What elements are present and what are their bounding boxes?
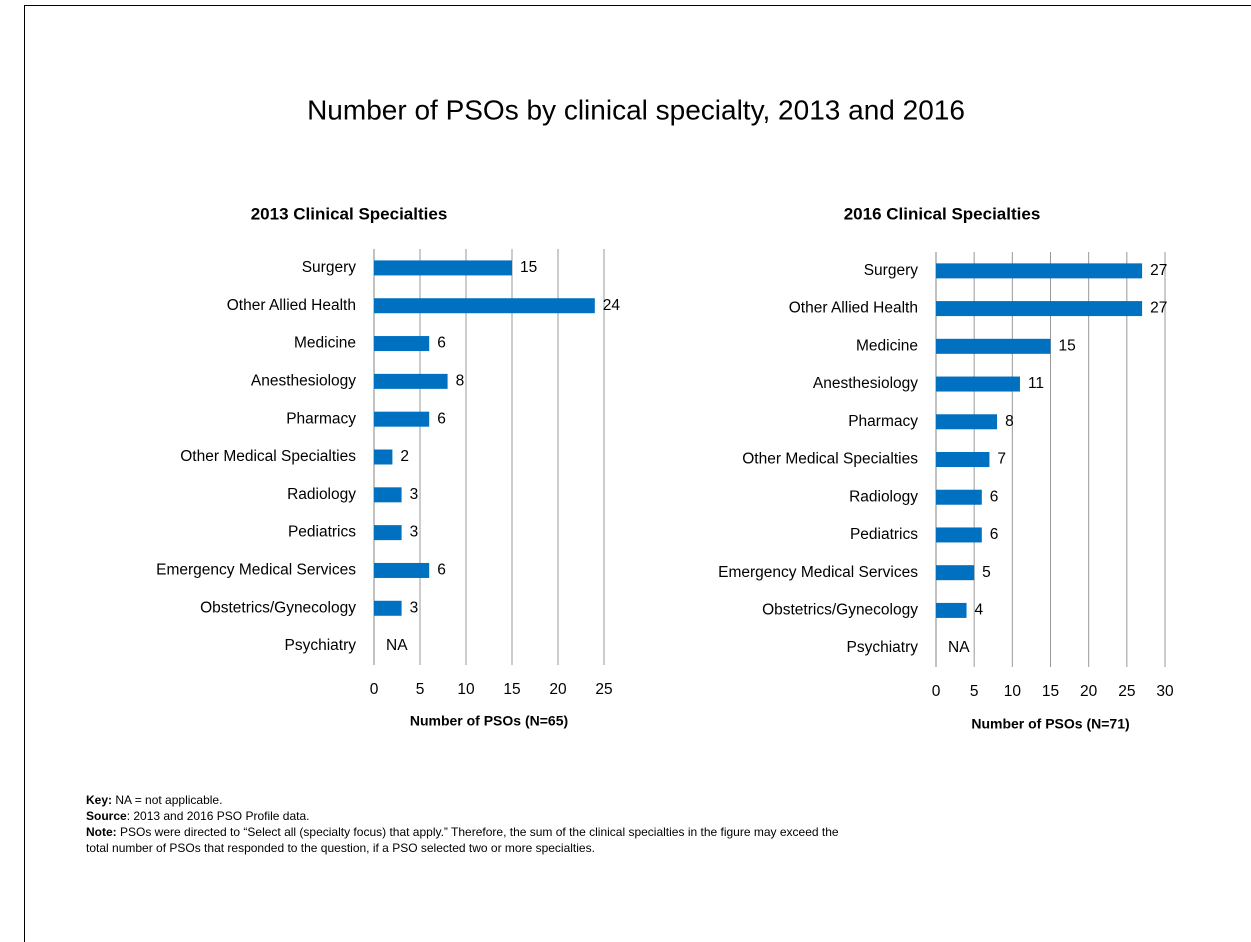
category-label: Medicine <box>294 335 356 352</box>
category-label: Psychiatry <box>847 639 919 656</box>
x-axis-label: Number of PSOs (N=65) <box>410 713 568 729</box>
x-tick-label: 25 <box>595 681 612 698</box>
x-tick-label: 15 <box>503 681 520 698</box>
value-label: 27 <box>1150 262 1167 279</box>
footnote-label: Key: <box>86 793 112 807</box>
bar <box>374 336 430 352</box>
category-label: Medicine <box>856 337 918 354</box>
value-label: 3 <box>410 486 419 503</box>
x-tick-label: 0 <box>932 683 941 700</box>
bar <box>936 527 982 543</box>
category-label: Surgery <box>864 262 919 279</box>
x-tick-label: 10 <box>457 681 475 698</box>
x-tick-label: 30 <box>1156 683 1174 700</box>
value-label: 5 <box>982 564 991 581</box>
value-label: NA <box>948 639 970 656</box>
bar <box>936 602 967 618</box>
bar <box>374 449 393 465</box>
footnote-text: : 2013 and 2016 PSO Profile data. <box>127 809 310 823</box>
value-label: 15 <box>520 259 537 276</box>
value-label: 6 <box>990 488 999 505</box>
category-label: Emergency Medical Services <box>156 562 356 579</box>
bar <box>374 600 402 616</box>
category-label: Pediatrics <box>850 526 918 543</box>
chart-title: 2016 Clinical Specialties <box>844 204 1041 223</box>
bar <box>936 338 1051 354</box>
x-tick-label: 5 <box>970 683 979 700</box>
x-tick-label: 15 <box>1042 683 1059 700</box>
category-label: Radiology <box>287 486 356 503</box>
value-label: 2 <box>400 448 409 465</box>
bar <box>936 301 1143 317</box>
category-label: Pharmacy <box>848 413 918 430</box>
bar <box>374 525 402 541</box>
bar <box>374 298 595 314</box>
value-label: 8 <box>1005 413 1014 430</box>
page-title: Number of PSOs by clinical specialty, 20… <box>307 94 965 125</box>
category-label: Psychiatry <box>285 637 357 654</box>
bar <box>374 260 512 276</box>
category-label: Other Medical Specialties <box>180 448 356 465</box>
x-tick-label: 0 <box>370 681 379 698</box>
footnote-text: NA = not applicable. <box>112 793 222 807</box>
category-label: Anesthesiology <box>251 372 356 389</box>
category-label: Other Medical Specialties <box>742 451 918 468</box>
value-label: 11 <box>1028 375 1044 392</box>
category-label: Pediatrics <box>288 524 356 541</box>
value-label: 15 <box>1059 337 1076 354</box>
category-label: Anesthesiology <box>813 375 918 392</box>
x-tick-label: 20 <box>1080 683 1098 700</box>
category-label: Pharmacy <box>286 410 356 427</box>
footnote-label: Source <box>86 809 127 823</box>
bar <box>936 376 1020 392</box>
value-label: 6 <box>990 526 999 543</box>
bar <box>374 373 448 389</box>
x-tick-label: 10 <box>1004 683 1022 700</box>
value-label: 3 <box>410 599 419 616</box>
bar <box>936 565 975 581</box>
bar <box>936 414 998 430</box>
footnote-text: PSOs were directed to “Select all (speci… <box>117 825 839 839</box>
footnote: Key: NA = not applicable. <box>86 793 222 807</box>
chart-title: 2013 Clinical Specialties <box>251 204 448 223</box>
category-label: Obstetrics/Gynecology <box>762 602 918 619</box>
x-tick-label: 5 <box>416 681 425 698</box>
x-tick-label: 20 <box>549 681 567 698</box>
bar <box>374 562 430 578</box>
value-label: 27 <box>1150 300 1167 317</box>
value-label: 3 <box>410 524 419 541</box>
category-label: Emergency Medical Services <box>718 564 918 581</box>
footnote: Source: 2013 and 2016 PSO Profile data. <box>86 809 309 823</box>
bar <box>374 487 402 503</box>
bar <box>936 489 982 505</box>
value-label: 6 <box>437 562 446 579</box>
value-label: NA <box>386 637 408 654</box>
x-tick-label: 25 <box>1118 683 1135 700</box>
bar <box>936 263 1143 279</box>
footnote-label: Note: <box>86 825 117 839</box>
value-label: 24 <box>603 297 621 314</box>
footnote: Note: PSOs were directed to “Select all … <box>86 825 839 839</box>
value-label: 6 <box>437 410 446 427</box>
value-label: 8 <box>456 372 465 389</box>
category-label: Obstetrics/Gynecology <box>200 599 356 616</box>
bar <box>936 452 990 467</box>
category-label: Radiology <box>849 488 918 505</box>
category-label: Surgery <box>302 259 357 276</box>
category-label: Other Allied Health <box>789 300 918 317</box>
footnote-text: total number of PSOs that responded to t… <box>86 841 595 855</box>
bar <box>374 411 430 427</box>
value-label: 6 <box>437 335 446 352</box>
value-label: 7 <box>997 451 1006 468</box>
x-axis-label: Number of PSOs (N=71) <box>971 716 1129 732</box>
value-label: 4 <box>975 602 984 619</box>
category-label: Other Allied Health <box>227 297 356 314</box>
footnote: total number of PSOs that responded to t… <box>86 841 595 855</box>
